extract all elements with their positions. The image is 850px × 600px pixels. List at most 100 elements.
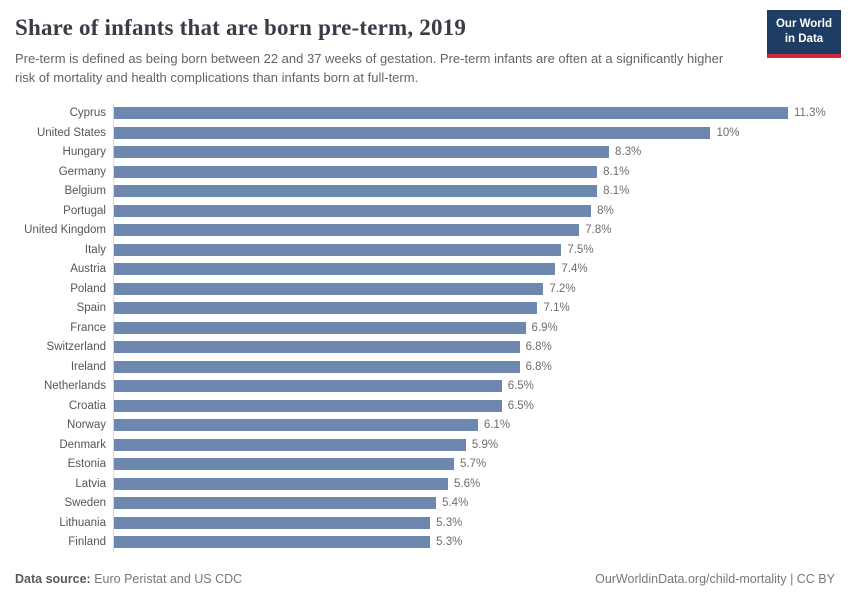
bar-cell: 6.5%	[113, 376, 835, 397]
chart-row-portugal: Portugal 8%	[15, 201, 835, 221]
bar-cell: 5.3%	[113, 532, 835, 553]
bar-norway[interactable]	[114, 419, 478, 432]
bar-netherlands[interactable]	[114, 380, 502, 393]
chart-row-belgium: Belgium 8.1%	[15, 181, 835, 202]
data-source-text: Euro Peristat and US CDC	[90, 572, 243, 586]
bar-hungary[interactable]	[114, 146, 610, 159]
bar-finland[interactable]	[114, 536, 431, 549]
chart-row-netherlands: Netherlands 6.5%	[15, 376, 835, 397]
country-label-cyprus: Cyprus	[69, 107, 106, 120]
bar-cell: 5.7%	[113, 454, 835, 475]
chart-row-estonia: Estonia 5.7%	[15, 454, 835, 475]
bar-united-kingdom[interactable]	[114, 224, 580, 237]
bar-italy[interactable]	[114, 243, 562, 256]
bar-cell: 6.8%	[113, 337, 835, 358]
chart-row-spain: Spain 7.1%	[15, 298, 835, 319]
owid-logo-line1: Our World	[775, 18, 832, 30]
chart-row-austria: Austria 7.4%	[15, 259, 835, 280]
country-label-poland: Poland	[70, 282, 106, 295]
chart-row-denmark: Denmark 5.9%	[15, 435, 835, 455]
bar-cell: 6.5%	[113, 396, 835, 416]
country-label-italy: Italy	[84, 243, 106, 256]
country-label-hungary: Hungary	[62, 146, 106, 159]
bar-france[interactable]	[114, 321, 526, 334]
bar-switzerland[interactable]	[114, 341, 520, 354]
country-label-denmark: Denmark	[59, 438, 106, 451]
bar-belgium[interactable]	[114, 185, 598, 198]
bar-estonia[interactable]	[114, 458, 454, 471]
value-label-lithuania: 5.3%	[436, 516, 463, 529]
country-label-spain: Spain	[76, 302, 106, 315]
value-label-croatia: 6.5%	[507, 399, 534, 412]
bar-cell: 6.9%	[113, 318, 835, 338]
chart-row-poland: Poland 7.2%	[15, 279, 835, 299]
chart-row-lithuania: Lithuania 5.3%	[15, 513, 835, 533]
bar-cell: 6.8%	[113, 357, 835, 377]
country-label-france: France	[70, 321, 106, 334]
bar-cell: 7.5%	[113, 240, 835, 260]
value-label-ireland: 6.8%	[525, 360, 552, 373]
value-label-germany: 8.1%	[603, 165, 630, 178]
bar-cell: 5.3%	[113, 513, 835, 533]
bar-cell: 11.3%	[113, 103, 835, 124]
country-label-portugal: Portugal	[63, 204, 106, 217]
bar-cyprus[interactable]	[114, 107, 788, 120]
value-label-netherlands: 6.5%	[507, 380, 534, 393]
bar-denmark[interactable]	[114, 438, 466, 451]
bar-spain[interactable]	[114, 302, 538, 315]
value-label-estonia: 5.7%	[459, 458, 487, 471]
bar-cell: 8.1%	[113, 181, 835, 202]
chart-row-switzerland: Switzerland 6.8%	[15, 337, 835, 358]
chart-row-germany: Germany 8.1%	[15, 162, 835, 182]
bar-cell: 8.3%	[113, 142, 835, 163]
owid-logo[interactable]: Our World in Data	[767, 10, 841, 58]
chart-row-latvia: Latvia 5.6%	[15, 474, 835, 494]
bar-austria[interactable]	[114, 263, 556, 276]
owid-logo-box: Our World in Data	[767, 10, 841, 54]
bar-united-states[interactable]	[114, 126, 711, 139]
country-label-belgium: Belgium	[64, 185, 106, 198]
bar-cell: 10%	[113, 123, 835, 143]
country-label-united-kingdom: United Kingdom	[24, 224, 106, 237]
value-label-sweden: 5.4%	[442, 497, 469, 510]
owid-logo-red-strip	[767, 53, 841, 58]
chart-row-ireland: Ireland 6.8%	[15, 357, 835, 377]
value-label-poland: 7.2%	[549, 282, 576, 295]
chart-row-sweden: Sweden 5.4%	[15, 493, 835, 514]
bar-croatia[interactable]	[114, 399, 502, 412]
value-label-cyprus: 11.3%	[794, 107, 826, 120]
bar-portugal[interactable]	[114, 204, 592, 217]
value-label-united-kingdom: 7.8%	[585, 224, 612, 237]
country-label-finland: Finland	[68, 536, 106, 549]
chart-footer: Data source: Euro Peristat and US CDC Ou…	[15, 572, 835, 586]
chart-subtitle: Pre-term is defined as being born betwee…	[15, 51, 724, 85]
value-label-italy: 7.5%	[567, 243, 594, 256]
value-label-spain: 7.1%	[543, 302, 570, 315]
value-label-belgium: 8.1%	[603, 185, 630, 198]
chart-row-norway: Norway 6.1%	[15, 415, 835, 436]
bar-latvia[interactable]	[114, 477, 449, 490]
bar-lithuania[interactable]	[114, 516, 431, 529]
value-label-denmark: 5.9%	[471, 438, 499, 451]
bar-cell: 7.1%	[113, 298, 835, 319]
owid-logo-line2: in Data	[784, 32, 824, 45]
country-label-netherlands: Netherlands	[43, 380, 106, 393]
chart-title: Share of infants that are born pre-term,…	[15, 15, 467, 40]
value-label-norway: 6.1%	[483, 419, 511, 432]
country-label-ireland: Ireland	[70, 360, 106, 373]
bar-cell: 7.2%	[113, 279, 835, 299]
bar-germany[interactable]	[114, 165, 598, 178]
chart-row-cyprus: Cyprus 11.3%	[15, 103, 835, 124]
bar-cell: 7.8%	[113, 220, 835, 241]
value-label-united-states: 10%	[716, 126, 740, 139]
bar-cell: 7.4%	[113, 259, 835, 280]
bar-chart: Cyprus 11.3% United States 10% Hungary 8.3% Ge…	[0, 103, 850, 553]
bar-sweden[interactable]	[114, 497, 437, 510]
country-label-lithuania: Lithuania	[59, 516, 106, 529]
chart-header: Share of infants that are born pre-term,…	[0, 0, 850, 88]
bar-ireland[interactable]	[114, 360, 520, 373]
value-label-france: 6.9%	[531, 321, 558, 334]
bar-poland[interactable]	[114, 282, 544, 295]
bar-cell: 5.6%	[113, 474, 835, 494]
license-link[interactable]: OurWorldinData.org/child-mortality | CC …	[595, 572, 835, 586]
